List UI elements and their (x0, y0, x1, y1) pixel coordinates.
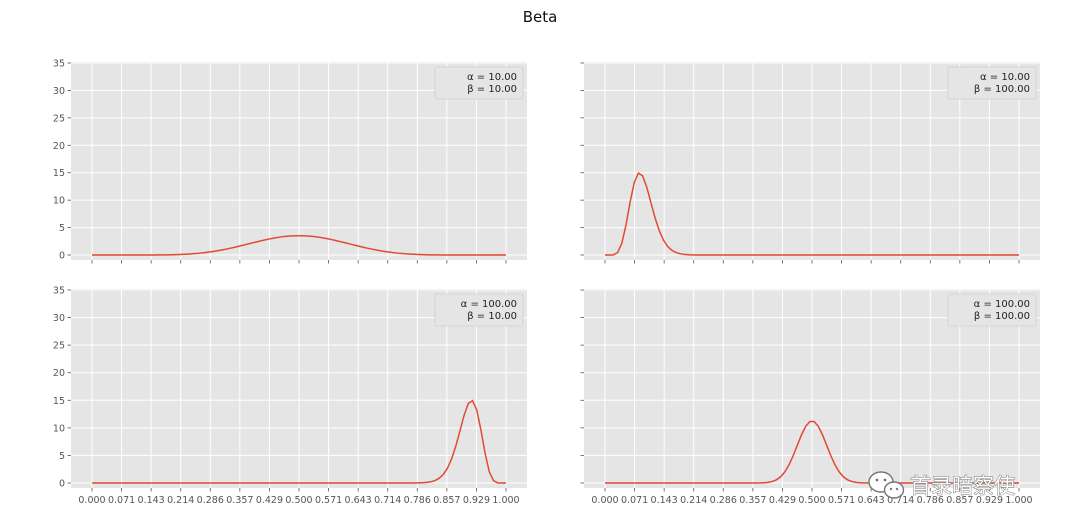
pdf-line (92, 399, 506, 484)
x-tick-label: 0.714 (887, 495, 914, 506)
legend: α = 10.00β = 10.00 (434, 66, 524, 100)
x-tick-label: 0.500 (798, 495, 825, 506)
y-tick-label: 20 (53, 368, 65, 379)
y-tick-label: 35 (53, 59, 65, 70)
x-tick-label: 0.000 (78, 495, 105, 506)
x-tick-label: 0.714 (374, 495, 401, 506)
x-tick-label: 0.143 (138, 495, 165, 506)
legend-beta-label: β = 100.00 (974, 84, 1030, 95)
x-tick-label: 0.429 (769, 495, 796, 506)
x-tick-label: 0.000 (591, 495, 618, 506)
y-tick-label: 25 (53, 341, 65, 352)
y-tick-label: 25 (53, 113, 65, 124)
x-tick-label: 0.143 (651, 495, 678, 506)
x-tick-label: 0.857 (946, 495, 973, 506)
y-tick-label: 30 (53, 313, 65, 324)
legend-alpha-label: α = 100.00 (461, 299, 517, 310)
x-tick-label: 0.786 (917, 495, 944, 506)
x-tick-label: 0.643 (345, 495, 372, 506)
y-tick-label: 5 (59, 223, 65, 234)
x-tick-label: 0.571 (828, 495, 855, 506)
legend: α = 10.00β = 100.00 (947, 66, 1037, 100)
legend-beta-label: β = 100.00 (974, 311, 1030, 322)
wechat-icon (868, 471, 905, 499)
x-tick-label: 0.929 (976, 495, 1003, 506)
pdf-line (605, 171, 1019, 256)
y-tick-label: 20 (53, 141, 65, 152)
x-tick-label: 0.286 (710, 495, 737, 506)
x-tick-label: 0.214 (167, 495, 194, 506)
x-tick-label: 0.500 (285, 495, 312, 506)
y-tick-label: 15 (53, 396, 65, 407)
x-tick-label: 0.357 (739, 495, 766, 506)
legend-beta-label: β = 10.00 (467, 84, 517, 95)
y-tick-label: 30 (53, 86, 65, 97)
legend-alpha-label: α = 10.00 (467, 72, 517, 83)
legend-beta-label: β = 10.00 (467, 311, 517, 322)
legend-box (947, 293, 1037, 327)
x-tick-label: 0.071 (621, 495, 648, 506)
y-tick-label: 10 (53, 423, 65, 434)
x-tick-label: 1.000 (1005, 495, 1032, 506)
legend-alpha-label: α = 100.00 (974, 299, 1030, 310)
x-tick-label: 0.429 (256, 495, 283, 506)
watermark: 首录暗察使 (868, 471, 1015, 499)
legend-alpha-label: α = 10.00 (980, 72, 1030, 83)
subplot: α = 10.00β = 100.00 (580, 62, 1040, 264)
legend-box (434, 293, 524, 327)
y-tick-label: 5 (59, 451, 65, 462)
x-tick-label: 0.286 (197, 495, 224, 506)
y-tick-label: 15 (53, 168, 65, 179)
x-tick-label: 0.071 (108, 495, 135, 506)
legend-box (947, 66, 1037, 100)
watermark-text: 首录暗察使 (910, 474, 1015, 498)
subplot: 0.000 0.071 0.143 0.214 0.286 0.357 0.429 0.500… (580, 289, 1040, 506)
figure-title: Beta (523, 8, 558, 26)
x-tick-label: 0.786 (404, 495, 431, 506)
pdf-line (605, 420, 1019, 484)
legend: α = 100.00β = 10.00 (434, 293, 524, 327)
y-tick-label: 35 (53, 286, 65, 297)
pdf-line (92, 234, 506, 256)
y-tick-label: 0 (59, 479, 65, 490)
x-tick-label: 0.857 (433, 495, 460, 506)
x-tick-label: 0.643 (858, 495, 885, 506)
subplot: 0 5 10 15 20 25 30 35 α = 10.00β = 10.00 (53, 59, 527, 264)
x-tick-label: 1.000 (492, 495, 519, 506)
subplot: 0.000 0.071 0.143 0.214 0.286 0.357 0.429 0.500… (53, 286, 527, 506)
x-tick-label: 0.571 (315, 495, 342, 506)
x-tick-label: 0.929 (463, 495, 490, 506)
x-tick-label: 0.357 (226, 495, 253, 506)
legend-box (434, 66, 524, 100)
x-tick-label: 0.214 (680, 495, 707, 506)
legend: α = 100.00β = 100.00 (947, 293, 1037, 327)
y-tick-label: 10 (53, 196, 65, 207)
y-tick-label: 0 (59, 251, 65, 262)
